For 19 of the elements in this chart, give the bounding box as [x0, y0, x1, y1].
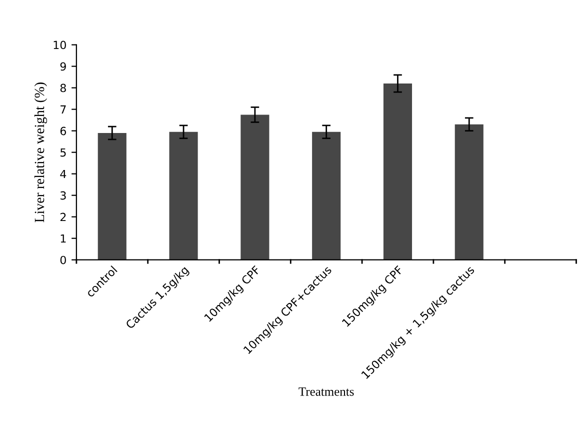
y-tick-label: 4 [60, 170, 66, 178]
bar [169, 132, 198, 260]
y-tick-label: 7 [60, 105, 66, 114]
y-tick-label: 0 [60, 256, 66, 264]
y-tick-label: 9 [60, 62, 66, 71]
bar [383, 84, 412, 260]
y-tick-label: 6 [60, 126, 66, 136]
y-tick-label: 8 [60, 84, 66, 92]
y-axis-title: Liver relative weight (%) [34, 82, 48, 222]
y-tick-label: 2 [60, 212, 66, 222]
y-tick-label: 10 [54, 40, 66, 50]
bar [454, 124, 484, 260]
x-axis-title: Treatments [298, 388, 354, 396]
bar [98, 132, 126, 260]
bar [312, 132, 341, 260]
y-tick-label: 3 [60, 191, 66, 200]
y-tick-label: 5 [60, 148, 66, 157]
bar [240, 114, 270, 260]
y-tick-label: 1 [60, 234, 66, 243]
